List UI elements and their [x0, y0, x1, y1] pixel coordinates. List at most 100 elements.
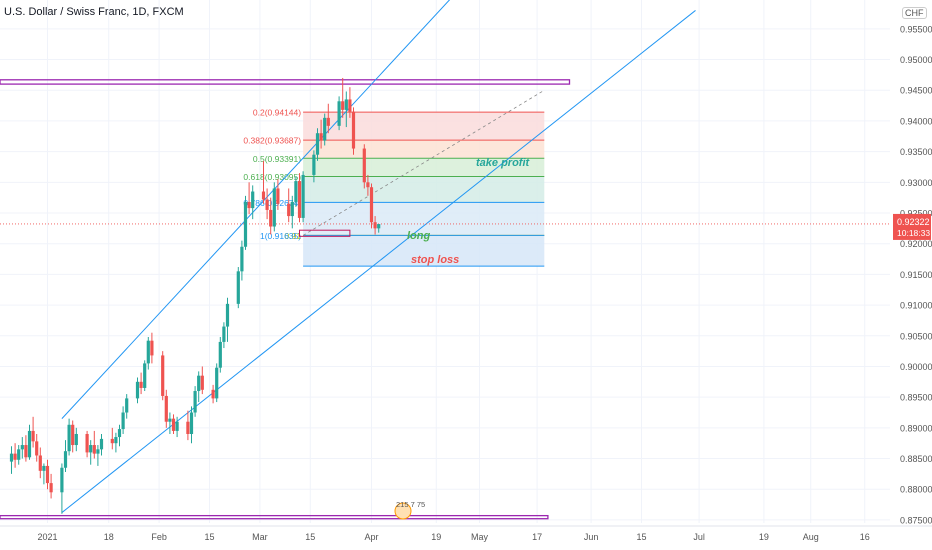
candle-body — [341, 101, 345, 110]
candle-body — [337, 101, 341, 126]
price-tick-label: 0.87500 — [900, 515, 932, 525]
price-badge-countdown: 10:18:33 — [897, 228, 930, 238]
price-tick-label: 0.93500 — [900, 147, 932, 157]
fib-label: 0.618(0.93095) — [243, 172, 301, 182]
time-axis: 2021 18 Feb 15 Mar 15 Apr 19 May 17 Jun 15 Jul 19 Aug 1… — [0, 525, 932, 542]
fib-label: 0.382(0.93687) — [243, 136, 301, 146]
candle-body — [35, 441, 39, 456]
price-axis: 0.95500 0.95000 0.94500 0.94000 0.93500 0.930… — [893, 24, 932, 525]
channel-upper — [61, 0, 451, 419]
candle-body — [348, 99, 352, 112]
price-tick-label: 0.91500 — [900, 270, 932, 280]
price-tick-label: 0.94000 — [900, 116, 932, 126]
candle-body — [218, 341, 222, 368]
time-tick-label: 16 — [860, 532, 870, 542]
price-tick-label: 0.90500 — [900, 331, 932, 341]
candle-body — [373, 222, 377, 229]
price-tick-label: 0.94500 — [900, 86, 932, 96]
candle-body — [215, 367, 219, 399]
candle-body — [13, 453, 17, 460]
candle-body — [269, 209, 273, 227]
candle-body — [125, 398, 129, 413]
candle-body — [366, 182, 370, 188]
candle-body — [240, 246, 244, 272]
candle-body — [121, 412, 125, 430]
candle-body — [261, 191, 266, 200]
candle-body — [186, 421, 190, 434]
time-tick-label: 19 — [431, 532, 441, 542]
candle-body — [24, 445, 28, 458]
fib-zone-0.2 — [303, 112, 545, 141]
candle-body — [265, 199, 269, 210]
candle-body — [323, 117, 327, 141]
price-badge-bg[interactable] — [893, 213, 931, 240]
candle-body — [287, 203, 291, 217]
price-tick-label: 0.95000 — [900, 55, 932, 65]
candle-body — [49, 483, 53, 493]
candle-body — [42, 465, 46, 471]
candle-body — [27, 430, 32, 458]
fib-trend-line — [302, 89, 545, 236]
candle-body — [92, 445, 96, 454]
candle-body — [197, 375, 201, 392]
long-label: long — [407, 230, 430, 242]
candle-body — [276, 188, 280, 204]
price-tick-label: 0.88000 — [900, 485, 932, 495]
price-tick-label: 0.89000 — [900, 423, 932, 433]
resistance-zone — [0, 79, 571, 85]
candle-body — [139, 381, 143, 388]
candle-body — [243, 201, 248, 247]
candle-body — [110, 438, 114, 444]
fib-zone-0.618 — [303, 176, 545, 203]
time-tick-label: Feb — [151, 532, 167, 542]
entry-box — [299, 229, 351, 237]
candle-body — [200, 375, 204, 390]
price-tick-label: 0.92000 — [900, 239, 932, 249]
candle-body — [117, 429, 122, 438]
candle-body — [326, 117, 330, 126]
candle-body — [315, 133, 320, 155]
fib-label: 0.786(0.92674) — [243, 198, 301, 208]
candle-body — [319, 133, 323, 141]
currency-badge[interactable]: CHF — [902, 7, 927, 19]
candle-body — [60, 467, 64, 493]
candle-body — [301, 174, 305, 218]
fib-zone-0.382 — [303, 140, 545, 159]
candle-body — [171, 418, 176, 431]
time-tick-label: Apr — [364, 532, 378, 542]
fib-zone-1 — [303, 235, 545, 267]
channel-lower — [61, 10, 696, 513]
price-tick-label: 0.90000 — [900, 362, 932, 372]
candle-body — [175, 421, 179, 431]
time-tick-label: Aug — [803, 532, 819, 542]
candle-body — [189, 412, 194, 434]
candle-body — [74, 433, 78, 446]
time-tick-label: May — [471, 532, 489, 542]
candle-body — [17, 449, 21, 460]
price-badge-price: 0.92322 — [897, 217, 930, 227]
candle-body — [161, 355, 165, 396]
fib-retracement-layer: 0.2(0.94144) 0.382(0.93687) 0.5(0.93391) 0.… — [243, 89, 545, 267]
candle-body — [247, 201, 251, 209]
candle-body — [290, 201, 294, 217]
candle-body — [225, 303, 230, 327]
candle-body — [67, 424, 71, 452]
support-zone — [0, 514, 549, 520]
candle-body — [362, 148, 366, 183]
candle-body — [63, 451, 68, 468]
candle-body — [38, 455, 42, 471]
price-tick-label: 0.88500 — [900, 454, 932, 464]
candle-body — [150, 340, 154, 356]
candle-body — [143, 363, 147, 388]
candle-body — [312, 154, 316, 175]
candle-body — [222, 326, 226, 342]
candle-body — [351, 111, 356, 149]
time-tick-label: Jun — [584, 532, 599, 542]
candle-body — [114, 437, 118, 444]
candle-body — [369, 187, 374, 223]
time-tick-label: 15 — [204, 532, 214, 542]
candle-body — [164, 395, 168, 422]
price-tick-label: 0.93000 — [900, 178, 932, 188]
time-tick-label: 19 — [759, 532, 769, 542]
